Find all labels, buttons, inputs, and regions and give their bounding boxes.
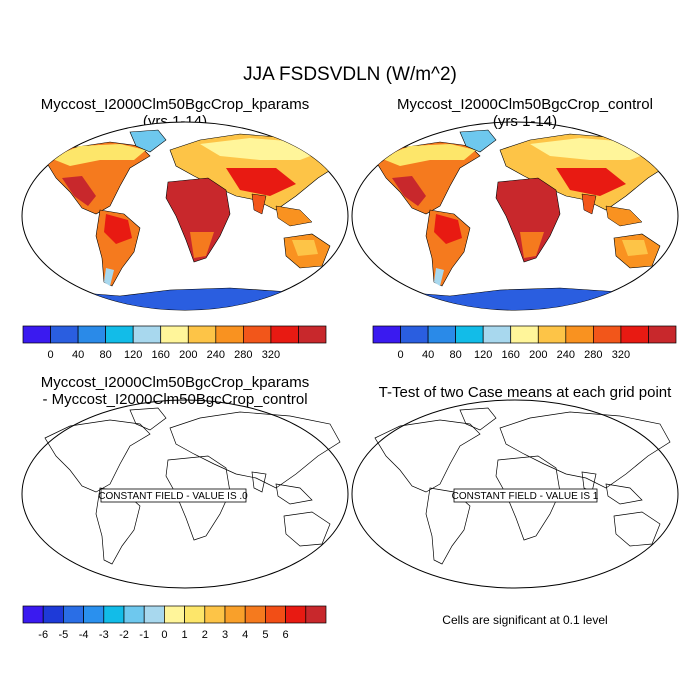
colorbar-swatch <box>510 325 539 344</box>
colorbar-swatch <box>22 325 51 344</box>
panel-title-difference: Myccost_I2000Clm50BgcCrop_kparams - Mycc… <box>0 374 350 408</box>
colorbar-swatch <box>22 605 44 624</box>
map-panel-ttest: CONSTANT FIELD - VALUE IS 1 <box>351 399 679 589</box>
colorbar-tick-label: 280 <box>234 349 252 361</box>
colorbar-tick-label: 120 <box>474 349 492 361</box>
colorbar-tick-label: 80 <box>450 349 462 361</box>
colorbar-tick-label: -4 <box>79 629 89 641</box>
colorbar-swatch <box>184 605 206 624</box>
colorbar-tick-label: -2 <box>119 629 129 641</box>
colorbar-swatch <box>77 325 106 344</box>
colorbar-tick-label: 6 <box>283 629 289 641</box>
antarctica-region <box>22 287 348 310</box>
colorbar-swatch <box>372 325 401 344</box>
panel-title-line1: Myccost_I2000Clm50BgcCrop_kparams <box>40 374 310 391</box>
colorbar-swatch <box>270 325 299 344</box>
colorbar-tick-label: 0 <box>47 349 53 361</box>
colorbar-swatch <box>455 325 484 344</box>
colorbar-tick-label: 240 <box>207 349 225 361</box>
colorbar-swatch <box>285 605 307 624</box>
colorbar-tick-label: 320 <box>612 349 630 361</box>
colorbar-tick-label: 200 <box>179 349 197 361</box>
colorbar-swatch <box>620 325 649 344</box>
colorbar-swatch <box>105 325 134 344</box>
map-panel-control <box>352 122 678 320</box>
colorbar-swatch <box>224 605 246 624</box>
colorbar-swatch <box>305 605 327 624</box>
constant-field-label: CONSTANT FIELD - VALUE IS 1 <box>452 491 599 502</box>
colorbar-tick-label: 0 <box>161 629 167 641</box>
panel-title-line2: (yrs 1-14) <box>492 113 558 130</box>
panel-title-control: Myccost_I2000Clm50BgcCrop_control (yrs 1… <box>350 96 700 130</box>
panel-title-line1: T-Test of two Case means at each grid po… <box>378 384 672 401</box>
colorbar-swatch <box>243 325 272 344</box>
colorbar-swatch <box>215 325 244 344</box>
colorbar-swatch <box>50 325 79 344</box>
colorbar-swatch <box>132 325 162 344</box>
colorbar-tick-label: -3 <box>99 629 109 641</box>
colorbar-swatch <box>63 605 84 624</box>
colorbar-swatch <box>123 605 145 624</box>
colorbar-swatch <box>83 605 105 624</box>
colorbar-tick-label: 240 <box>557 349 575 361</box>
colorbar-tick-label: 3 <box>222 629 228 641</box>
colorbar-swatch <box>593 325 622 344</box>
panel-title-ttest: T-Test of two Case means at each grid po… <box>350 384 700 401</box>
colorbar-swatch <box>187 325 217 344</box>
colorbar-swatch <box>42 605 64 624</box>
africa-region <box>165 177 231 263</box>
colorbar-tick-label: 280 <box>584 349 602 361</box>
colorbar-tick-label: -6 <box>38 629 48 641</box>
greenland-region <box>129 129 167 153</box>
colorbar-tick-label: 40 <box>422 349 434 361</box>
colorbar-tick-label: 160 <box>502 349 520 361</box>
colorbar-tick-label: -1 <box>139 629 149 641</box>
colorbar-tick-label: 2 <box>202 629 208 641</box>
colorbar-swatch <box>160 325 189 344</box>
colorbar-tick-label: 4 <box>242 629 248 641</box>
significance-note: Cells are significant at 0.1 level <box>442 613 608 627</box>
panel-title-line2: - Myccost_I2000Clm50BgcCrop_control <box>42 391 308 408</box>
colorbar-swatch <box>103 605 125 624</box>
colorbar-swatch <box>298 325 327 344</box>
colorbar-tick-label: 200 <box>529 349 547 361</box>
colorbar-tick-label: 320 <box>262 349 280 361</box>
colorbar-swatch <box>265 605 286 624</box>
colorbar-tick-label: -5 <box>59 629 69 641</box>
colorbar-swatch <box>244 605 266 624</box>
map-panel-kparams <box>21 121 349 311</box>
figure-title: JJA FSDSVDLN (W/m^2) <box>243 64 457 85</box>
colorbar-tick-label: 160 <box>152 349 170 361</box>
panel-title-line1: Myccost_I2000Clm50BgcCrop_control <box>397 96 653 113</box>
colorbar-tick-label: 40 <box>72 349 84 361</box>
colorbar-tick-label: 1 <box>182 629 188 641</box>
colorbar-swatch <box>648 325 677 344</box>
colorbar-tick-label: 80 <box>100 349 112 361</box>
colorbar-swatch <box>427 325 456 344</box>
colorbar-swatch <box>204 605 226 624</box>
colorbar-swatch <box>400 325 429 344</box>
colorbar-control: 0 40 80 120 160 200 240 280 320 <box>372 325 677 361</box>
colorbar-kparams: 0 40 80 120 160 200 240 280 320 <box>22 325 327 361</box>
colorbar-tick-label: 5 <box>262 629 268 641</box>
colorbar-difference: -6 -5 -4 -3 -2 -1 0 1 2 3 4 5 6 <box>22 605 327 641</box>
colorbar-swatch <box>565 325 594 344</box>
constant-field-label: CONSTANT FIELD - VALUE IS .0 <box>98 491 248 502</box>
colorbar-swatch <box>164 605 185 624</box>
colorbar-swatch <box>482 325 512 344</box>
colorbar-tick-label: 120 <box>124 349 142 361</box>
colorbar-swatch <box>537 325 567 344</box>
panel-title-line1: Myccost_I2000Clm50BgcCrop_kparams <box>40 96 310 113</box>
colorbar-swatch <box>143 605 165 624</box>
colorbar-tick-label: 0 <box>397 349 403 361</box>
map-panel-difference: CONSTANT FIELD - VALUE IS .0 <box>21 399 349 589</box>
